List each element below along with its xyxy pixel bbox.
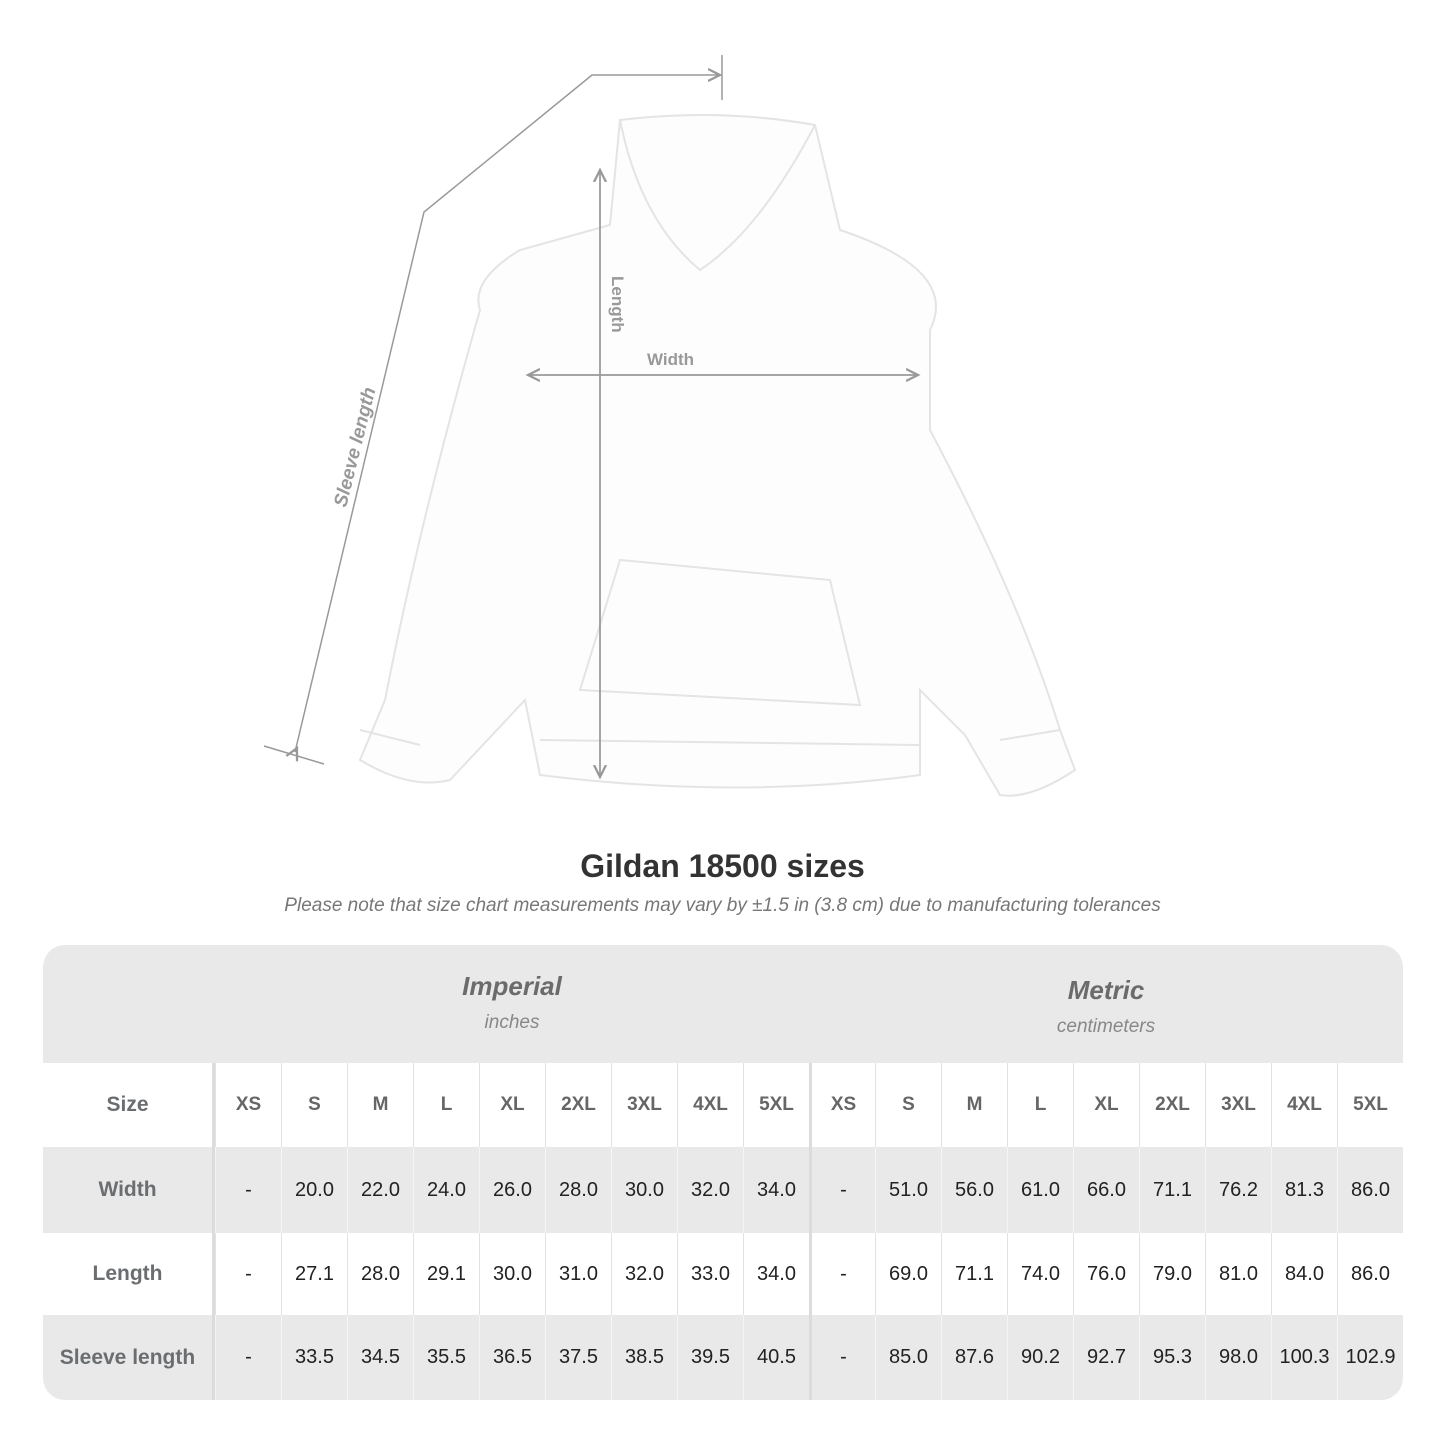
table-cell: 36.5 bbox=[479, 1315, 545, 1400]
width-label: Width bbox=[647, 350, 694, 369]
table-cell: 29.1 bbox=[413, 1233, 479, 1315]
table-cell: 71.1 bbox=[941, 1233, 1007, 1315]
table-cell: 38.5 bbox=[611, 1315, 677, 1400]
table-cell: - bbox=[215, 1233, 281, 1315]
table-cell: 86.0 bbox=[1337, 1147, 1403, 1233]
table-cell: 79.0 bbox=[1139, 1233, 1205, 1315]
table-cell: 102.9 bbox=[1337, 1315, 1403, 1400]
imperial-header: Imperial inches bbox=[215, 971, 809, 1034]
size-column-header: S bbox=[875, 1063, 941, 1147]
table-cell: 90.2 bbox=[1007, 1315, 1073, 1400]
table-cell: 51.0 bbox=[875, 1147, 941, 1233]
size-column-header: 3XL bbox=[611, 1063, 677, 1147]
table-cell: 81.3 bbox=[1271, 1147, 1337, 1233]
table-cell: 39.5 bbox=[677, 1315, 743, 1400]
table-cell: 85.0 bbox=[875, 1315, 941, 1400]
length-label: Length bbox=[608, 276, 627, 333]
hoodie-measurement-diagram: Sleeve length Length Width bbox=[263, 55, 1077, 797]
row-label: Sleeve length bbox=[43, 1315, 215, 1400]
size-column-header: XL bbox=[479, 1063, 545, 1147]
size-column-header: XS bbox=[215, 1063, 281, 1147]
table-row: Width -20.0 22.0 24.0 26.0 28.0 30.0 32.0 34.0-5… bbox=[43, 1147, 1403, 1233]
metric-title: Metric bbox=[1067, 975, 1145, 1005]
size-column-header: M bbox=[347, 1063, 413, 1147]
table-cell: 86.0 bbox=[1337, 1233, 1403, 1315]
table-cell: - bbox=[809, 1147, 875, 1233]
table-cell: 37.5 bbox=[545, 1315, 611, 1400]
size-column-header: 2XL bbox=[545, 1063, 611, 1147]
table-cell: 98.0 bbox=[1205, 1315, 1271, 1400]
table-cell: 92.7 bbox=[1073, 1315, 1139, 1400]
size-column-header: L bbox=[413, 1063, 479, 1147]
size-column-header: XL bbox=[1073, 1063, 1139, 1147]
table-cell: 22.0 bbox=[347, 1147, 413, 1233]
size-table: Imperial inches Metric centimeters Size X… bbox=[43, 945, 1403, 1400]
table-cell: 24.0 bbox=[413, 1147, 479, 1233]
table-cell: - bbox=[215, 1315, 281, 1400]
table-row: Sleeve length -33.5 34.5 35.5 36.5 37.5 38.5 39… bbox=[43, 1315, 1403, 1400]
size-column-header: 4XL bbox=[1271, 1063, 1337, 1147]
table-cell: 66.0 bbox=[1073, 1147, 1139, 1233]
table-cell: 33.0 bbox=[677, 1233, 743, 1315]
table-cell: 40.5 bbox=[743, 1315, 809, 1400]
table-cell: 95.3 bbox=[1139, 1315, 1205, 1400]
size-column-header: M bbox=[941, 1063, 1007, 1147]
table-cell: 76.0 bbox=[1073, 1233, 1139, 1315]
table-cell: 61.0 bbox=[1007, 1147, 1073, 1233]
table-cell: 34.5 bbox=[347, 1315, 413, 1400]
table-cell: 32.0 bbox=[611, 1233, 677, 1315]
table-row: Length -27.1 28.0 29.1 30.0 31.0 32.0 33.0 34.0-… bbox=[43, 1233, 1403, 1315]
table-cell: 71.1 bbox=[1139, 1147, 1205, 1233]
size-column-header: 4XL bbox=[677, 1063, 743, 1147]
size-column-header: 3XL bbox=[1205, 1063, 1271, 1147]
size-column-header: 5XL bbox=[1337, 1063, 1403, 1147]
table-cell: 87.6 bbox=[941, 1315, 1007, 1400]
table-cell: 30.0 bbox=[479, 1233, 545, 1315]
table-cell: 100.3 bbox=[1271, 1315, 1337, 1400]
size-column-header: S bbox=[281, 1063, 347, 1147]
table-cell: 69.0 bbox=[875, 1233, 941, 1315]
metric-header: Metric centimeters bbox=[809, 975, 1403, 1038]
table-cell: 81.0 bbox=[1205, 1233, 1271, 1315]
row-label: Size bbox=[43, 1063, 215, 1147]
row-label: Width bbox=[43, 1147, 215, 1233]
table-cell: 28.0 bbox=[347, 1233, 413, 1315]
table-cell: 34.0 bbox=[743, 1147, 809, 1233]
table-cell: 20.0 bbox=[281, 1147, 347, 1233]
size-header-row: Size XS S M L XL 2XL 3XL 4XL 5XL XS S M L XL 2XL 3XL 4XL 5… bbox=[43, 1063, 1403, 1147]
table-cell: 84.0 bbox=[1271, 1233, 1337, 1315]
table-cell: 31.0 bbox=[545, 1233, 611, 1315]
table-cell: 74.0 bbox=[1007, 1233, 1073, 1315]
metric-unit: centimeters bbox=[1056, 1016, 1156, 1037]
imperial-unit: inches bbox=[484, 1012, 540, 1033]
size-column-header: 5XL bbox=[743, 1063, 809, 1147]
sleeve-length-label: Sleeve length bbox=[330, 385, 380, 509]
imperial-title: Imperial bbox=[462, 971, 562, 1001]
table-header: Imperial inches Metric centimeters bbox=[43, 945, 1403, 1063]
table-cell: 28.0 bbox=[545, 1147, 611, 1233]
page-title: Gildan 18500 sizes bbox=[580, 848, 865, 884]
table-cell: 32.0 bbox=[677, 1147, 743, 1233]
hoodie-image bbox=[358, 114, 1077, 797]
size-column-header: XS bbox=[809, 1063, 875, 1147]
table-cell: 26.0 bbox=[479, 1147, 545, 1233]
size-column-header: L bbox=[1007, 1063, 1073, 1147]
table-cell: - bbox=[215, 1147, 281, 1233]
table-cell: 34.0 bbox=[743, 1233, 809, 1315]
table-cell: 35.5 bbox=[413, 1315, 479, 1400]
table-cell: 33.5 bbox=[281, 1315, 347, 1400]
table-cell: 76.2 bbox=[1205, 1147, 1271, 1233]
size-column-header: 2XL bbox=[1139, 1063, 1205, 1147]
table-cell: 56.0 bbox=[941, 1147, 1007, 1233]
tolerance-note: Please note that size chart measurements… bbox=[284, 895, 1161, 916]
table-cell: 27.1 bbox=[281, 1233, 347, 1315]
table-cell: 30.0 bbox=[611, 1147, 677, 1233]
sleeve-length-measure-line bbox=[263, 55, 723, 765]
table-cell: - bbox=[809, 1233, 875, 1315]
row-label: Length bbox=[43, 1233, 215, 1315]
table-cell: - bbox=[809, 1315, 875, 1400]
